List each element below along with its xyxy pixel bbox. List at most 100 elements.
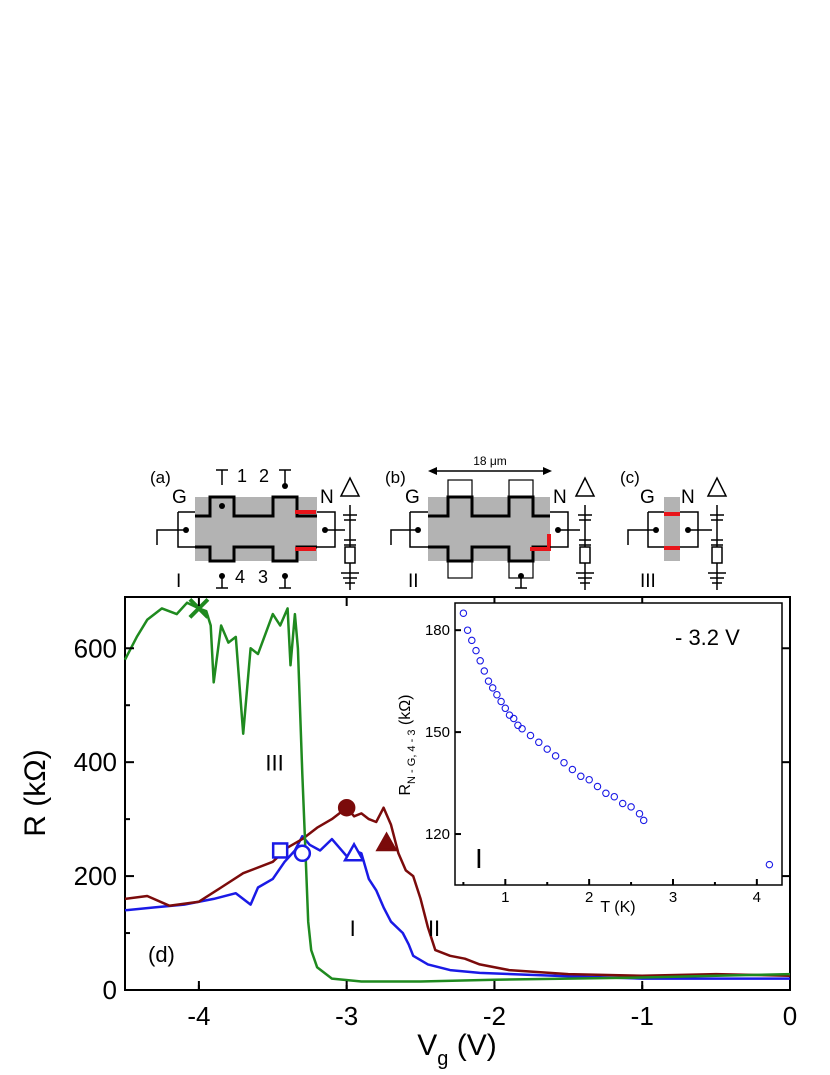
hall-bar-bottom-edge — [195, 545, 317, 563]
contact-pad — [447, 479, 473, 498]
probe-dot — [183, 527, 189, 533]
x-axis-title-main: V — [417, 1029, 437, 1062]
inset-data-point — [585, 775, 593, 784]
inset-y-tick-label: 120 — [425, 826, 450, 843]
hall-bar-top-edge — [195, 495, 317, 518]
x-tick-label: -2 — [483, 1001, 506, 1031]
n-contact-a — [317, 511, 345, 548]
gate-ground-c — [627, 529, 648, 545]
marker-square-open — [271, 842, 289, 859]
marker-circle-filled — [337, 798, 356, 817]
inset-y-axis-title: RN - G, 4 - 3 (kΩ) — [397, 694, 418, 795]
resistor-c — [711, 546, 723, 564]
inset-data-point — [501, 704, 510, 713]
contact-pad — [447, 560, 473, 579]
probe-dot — [415, 527, 421, 533]
inset-data-point — [497, 697, 505, 706]
hall-bar-bottom-edge — [428, 545, 550, 563]
inset-data-point — [593, 782, 602, 791]
arrow-left-icon — [428, 467, 437, 475]
hall-bar-top-edge — [428, 495, 550, 518]
series-line-1 — [124, 806, 791, 978]
probe-dot — [555, 527, 561, 533]
inset-data-point — [518, 724, 526, 733]
ground-a — [341, 572, 359, 584]
inset-y-title-main: R — [397, 784, 414, 796]
label-device-i: I — [176, 571, 181, 592]
marker-circle-open — [293, 844, 312, 863]
panel-a-label: (a) — [150, 468, 171, 487]
junction-mark-b — [530, 534, 551, 551]
resistor-a — [344, 546, 356, 564]
inset-voltage-annotation: - 3.2 V — [675, 625, 740, 650]
x-tick-label: 0 — [783, 1001, 797, 1031]
inset-data-point — [543, 745, 551, 753]
panel-c-label: (c) — [620, 468, 640, 487]
inset-data-point — [526, 731, 535, 740]
inset-y-tick-label: 150 — [425, 724, 450, 741]
inset-data-point — [476, 657, 484, 665]
inset-data-point — [577, 772, 585, 781]
inset-data-point — [484, 677, 493, 685]
gate-ground-b — [390, 529, 410, 545]
ground-b — [576, 572, 594, 584]
schematic-a: (a) G N I 1 2 4 3 — [150, 466, 361, 592]
schematic-b: (b) 18 μm G N II — [385, 454, 596, 592]
gate-ground-a — [156, 529, 178, 545]
inset-x-tick-label: 4 — [753, 889, 761, 906]
label-g-a: G — [172, 487, 187, 508]
marker-triangle-open — [342, 841, 366, 862]
y-tick-label: 200 — [74, 861, 117, 891]
inset-data-point — [568, 765, 577, 774]
probe-dot — [282, 573, 288, 579]
inset-data-point — [610, 792, 619, 801]
inset-data-point — [488, 684, 497, 692]
label-device-ii: II — [408, 571, 419, 592]
contact-pad-1 — [210, 483, 234, 497]
junction-marks-a — [295, 510, 316, 551]
x-axis-title-unit: (V) — [448, 1029, 496, 1062]
inset-y-tick-label: 180 — [425, 622, 450, 639]
y-tick-label: 400 — [74, 747, 117, 777]
inset-data-point — [493, 690, 501, 699]
label-g-c: G — [640, 487, 655, 508]
contact-pad — [508, 479, 534, 498]
junction-marks-c — [664, 512, 680, 550]
n-contact-b — [550, 511, 580, 548]
y-axis-title: R (kΩ) — [19, 749, 52, 836]
inset-y-title-unit: (kΩ) — [397, 694, 414, 729]
label-g-b: G — [405, 487, 420, 508]
dimension-label: 18 μm — [473, 454, 507, 468]
resistor-b — [579, 546, 591, 564]
label-n-b: N — [553, 487, 567, 508]
label-n-c: N — [681, 487, 695, 508]
amplifier-b-icon — [574, 476, 596, 497]
contact-label-2: 2 — [259, 466, 269, 486]
probe-dot — [518, 573, 524, 579]
curve-label: III — [265, 751, 283, 776]
amplifier-c-icon — [706, 476, 728, 497]
inset-x-axis-title: T (K) — [600, 899, 635, 916]
contact-pad-2 — [273, 483, 297, 497]
inset-data-point — [618, 799, 627, 808]
contact-pad-4 — [210, 561, 234, 575]
curve-label: I — [350, 916, 356, 941]
inset-data-point — [627, 803, 635, 811]
inset-data-point — [463, 626, 472, 634]
device-c-body — [664, 497, 680, 561]
probe-dot — [282, 483, 288, 489]
device-a-body — [195, 497, 317, 561]
x-tick-label: -3 — [335, 1001, 358, 1031]
inset-data-point — [535, 738, 543, 747]
inset-data-point — [472, 646, 480, 655]
inset-data-point — [459, 609, 468, 617]
curve-label: II — [428, 916, 440, 941]
n-contact-c — [680, 511, 712, 548]
inset-x-tick-label: 1 — [501, 889, 509, 906]
inset-data-point — [480, 667, 489, 675]
y-tick-label: 600 — [74, 633, 117, 663]
contact-label-4: 4 — [235, 567, 245, 587]
probe-dot — [322, 527, 328, 533]
